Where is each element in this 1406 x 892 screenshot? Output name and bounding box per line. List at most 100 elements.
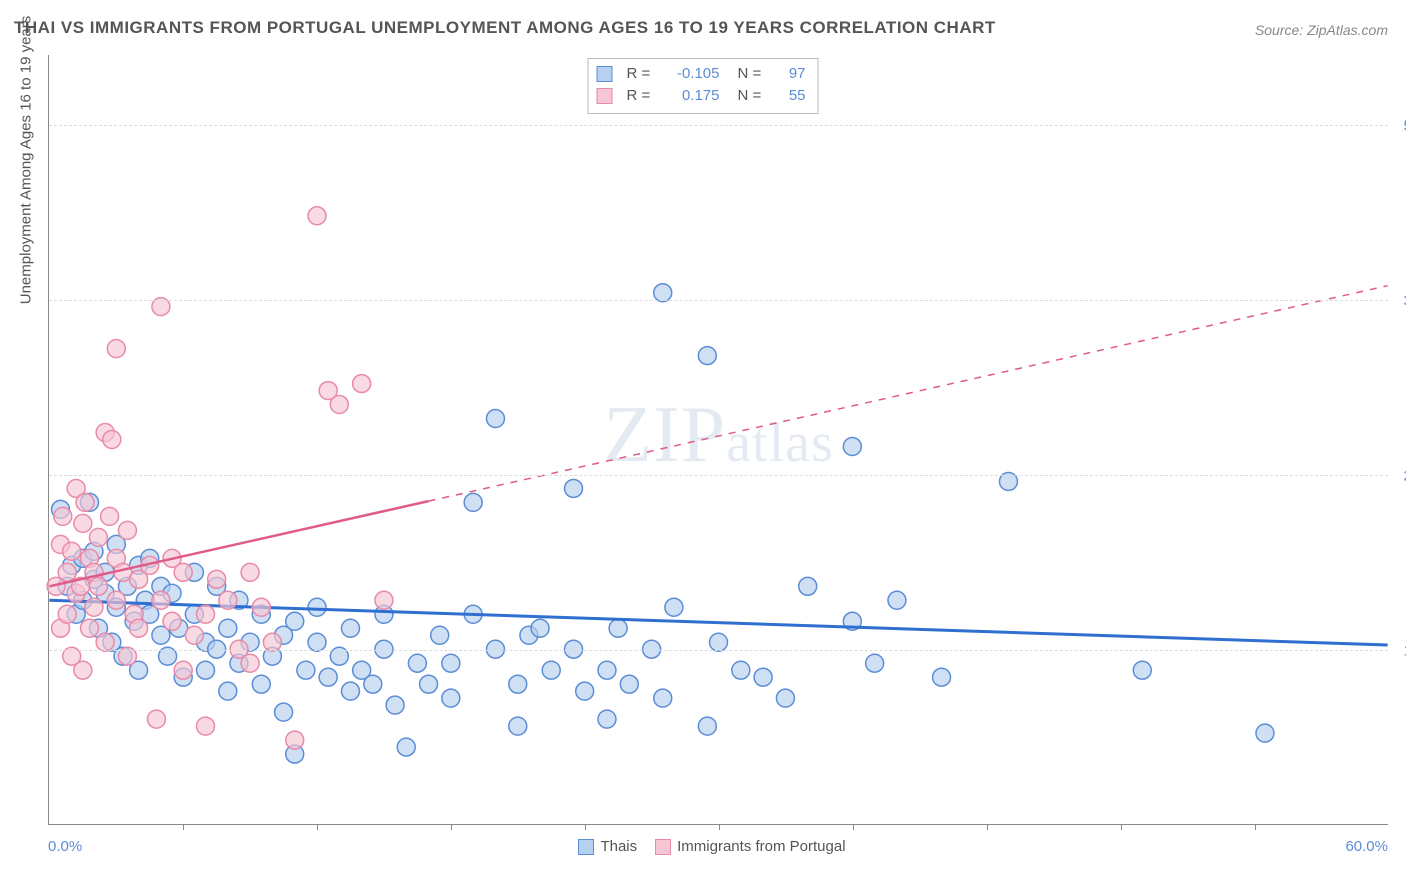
data-point xyxy=(330,396,348,414)
correlation-legend: R =-0.105N =97R = 0.175 N = 55 xyxy=(588,58,819,114)
legend-n-label: N = xyxy=(738,63,768,85)
series-legend: Thais Immigrants from Portugal xyxy=(0,838,1406,855)
legend-swatch xyxy=(597,66,613,82)
x-tick xyxy=(317,824,318,830)
data-point xyxy=(698,347,716,365)
data-point xyxy=(598,710,616,728)
legend-swatch xyxy=(578,839,594,855)
data-point xyxy=(620,675,638,693)
plot-area: ZIPatlas 12.5%25.0%37.5%50.0% xyxy=(48,55,1388,825)
data-point xyxy=(241,563,259,581)
grid-line: 37.5% xyxy=(49,300,1388,301)
data-point xyxy=(654,689,672,707)
data-point xyxy=(197,717,215,735)
legend-label: Immigrants from Portugal xyxy=(677,838,845,855)
data-point xyxy=(308,598,326,616)
data-point xyxy=(308,633,326,651)
legend-n-label: N = xyxy=(738,85,768,107)
data-point xyxy=(442,689,460,707)
data-point xyxy=(252,598,270,616)
data-point xyxy=(609,619,627,637)
legend-r-value: 0.175 xyxy=(665,85,720,107)
data-point xyxy=(174,563,192,581)
data-point xyxy=(63,542,81,560)
data-point xyxy=(732,661,750,679)
data-point xyxy=(654,284,672,302)
data-point xyxy=(1133,661,1151,679)
data-point xyxy=(933,668,951,686)
chart-title: THAI VS IMMIGRANTS FROM PORTUGAL UNEMPLO… xyxy=(14,18,996,38)
trend-line-dashed xyxy=(429,286,1388,501)
data-point xyxy=(576,682,594,700)
x-tick xyxy=(585,824,586,830)
data-point xyxy=(107,591,125,609)
data-point xyxy=(219,682,237,700)
data-point xyxy=(408,654,426,672)
data-point xyxy=(275,703,293,721)
legend-row: R = 0.175 N = 55 xyxy=(597,85,806,107)
data-point xyxy=(185,626,203,644)
data-point xyxy=(219,591,237,609)
data-point xyxy=(174,661,192,679)
data-point xyxy=(486,410,504,428)
data-point xyxy=(76,493,94,511)
x-tick xyxy=(1255,824,1256,830)
data-point xyxy=(208,570,226,588)
data-point xyxy=(152,591,170,609)
x-tick xyxy=(853,824,854,830)
data-point xyxy=(464,493,482,511)
data-point xyxy=(1256,724,1274,742)
legend-label: Thais xyxy=(600,838,637,855)
data-point xyxy=(776,689,794,707)
data-point xyxy=(531,619,549,637)
data-point xyxy=(442,654,460,672)
data-point xyxy=(297,661,315,679)
legend-r-label: R = xyxy=(627,63,657,85)
data-point xyxy=(130,619,148,637)
data-point xyxy=(843,438,861,456)
data-point xyxy=(509,675,527,693)
data-point xyxy=(74,661,92,679)
x-tick xyxy=(451,824,452,830)
data-point xyxy=(89,577,107,595)
data-point xyxy=(565,479,583,497)
data-point xyxy=(89,528,107,546)
data-point xyxy=(420,675,438,693)
legend-row: R =-0.105N =97 xyxy=(597,63,806,85)
data-point xyxy=(353,375,371,393)
legend-swatch xyxy=(655,839,671,855)
data-point xyxy=(754,668,772,686)
x-tick xyxy=(719,824,720,830)
grid-line: 25.0% xyxy=(49,475,1388,476)
data-point xyxy=(197,605,215,623)
data-point xyxy=(241,654,259,672)
x-tick xyxy=(987,824,988,830)
data-point xyxy=(197,661,215,679)
y-axis-title: Unemployment Among Ages 16 to 19 years xyxy=(18,16,35,305)
data-point xyxy=(286,612,304,630)
data-point xyxy=(698,717,716,735)
source-label: Source: ZipAtlas.com xyxy=(1255,22,1388,38)
data-point xyxy=(341,619,359,637)
data-point xyxy=(710,633,728,651)
data-point xyxy=(364,675,382,693)
data-point xyxy=(598,661,616,679)
x-tick xyxy=(1121,824,1122,830)
data-point xyxy=(888,591,906,609)
data-point xyxy=(375,591,393,609)
grid-line: 12.5% xyxy=(49,650,1388,651)
data-point xyxy=(397,738,415,756)
data-point xyxy=(308,207,326,225)
x-tick xyxy=(183,824,184,830)
data-point xyxy=(542,661,560,679)
data-point xyxy=(58,563,76,581)
data-point xyxy=(101,507,119,525)
data-point xyxy=(263,633,281,651)
chart-svg xyxy=(49,55,1388,824)
data-point xyxy=(54,507,72,525)
legend-r-label: R = xyxy=(627,85,657,107)
data-point xyxy=(81,619,99,637)
legend-n-value: 55 xyxy=(776,85,806,107)
data-point xyxy=(665,598,683,616)
data-point xyxy=(74,514,92,532)
